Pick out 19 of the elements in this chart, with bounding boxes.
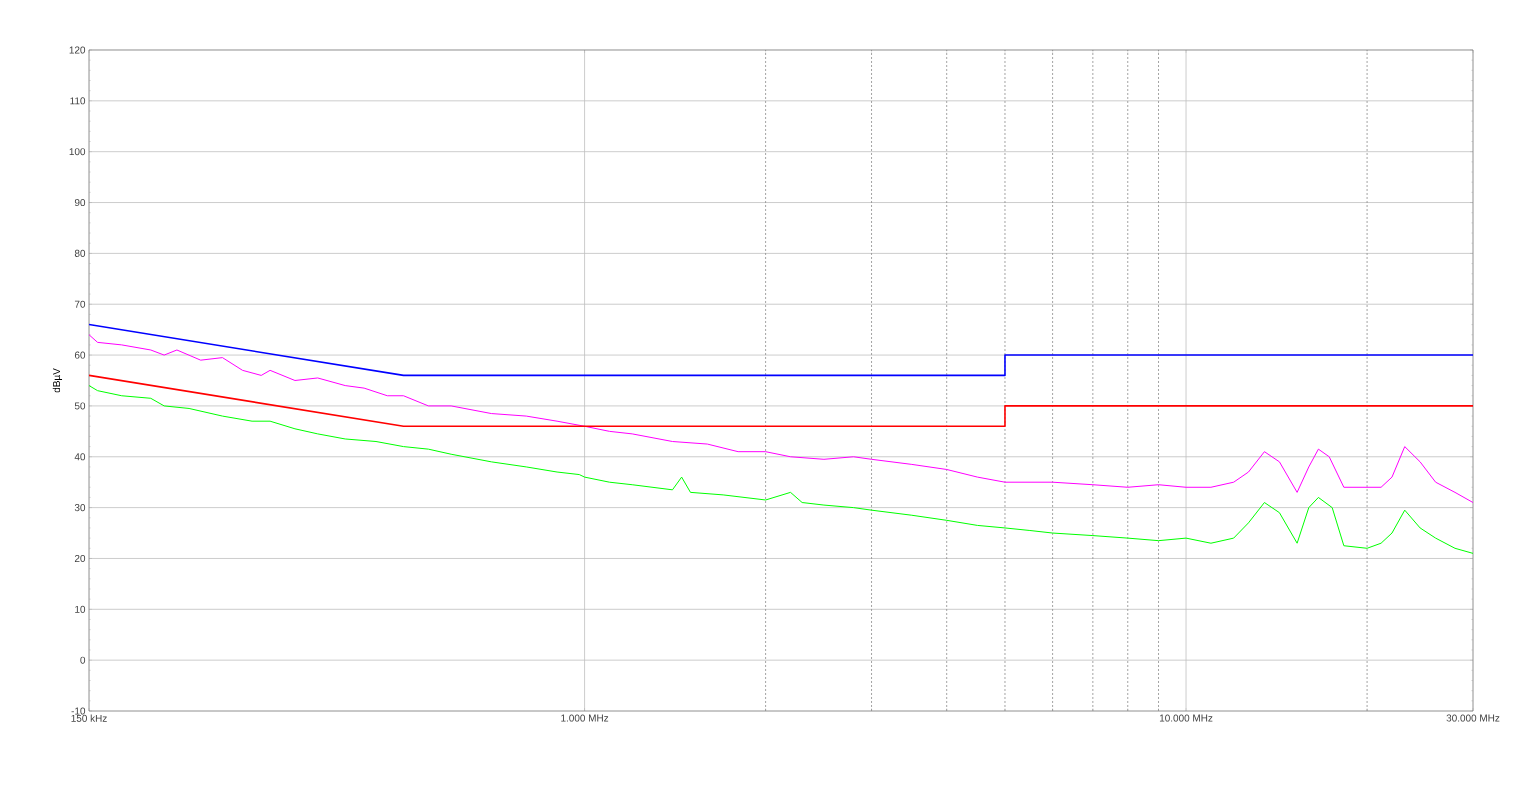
x-tick-label: 30.000 MHz xyxy=(1446,714,1500,722)
y-tick-label: -10 xyxy=(71,707,86,715)
x-tick-label: 10.000 MHz xyxy=(1159,714,1213,722)
y-tick-label: 110 xyxy=(70,97,86,105)
y-tick-label: 120 xyxy=(69,46,86,54)
x-tick-label: 150 kHz xyxy=(71,714,107,722)
y-axis-title: dBµV xyxy=(52,368,63,393)
y-tick-label: 90 xyxy=(74,199,86,207)
y-tick-label: 70 xyxy=(74,300,86,308)
y-tick-label: 20 xyxy=(74,554,86,562)
y-tick-label: 0 xyxy=(80,656,86,664)
y-tick-label: 80 xyxy=(74,249,86,257)
y-tick-label: 30 xyxy=(74,504,86,512)
x-tick-label: 1.000 MHz xyxy=(561,714,609,722)
y-tick-label: 50 xyxy=(74,402,86,410)
y-tick-label: 10 xyxy=(75,605,86,613)
y-tick-label: 100 xyxy=(69,148,86,156)
y-tick-label: 40 xyxy=(74,453,86,461)
y-tick-label: 60 xyxy=(74,351,86,359)
